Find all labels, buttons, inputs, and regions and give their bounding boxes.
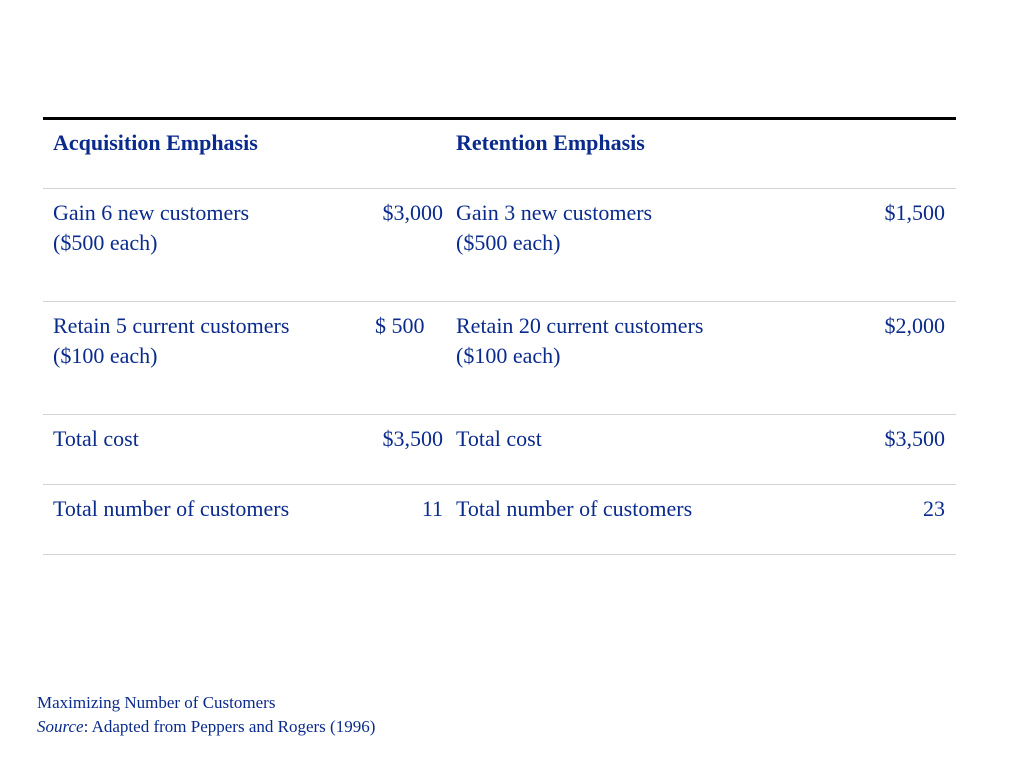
- row-value-right: $2,000: [845, 301, 956, 415]
- acquisition-header: Acquisition Emphasis: [53, 130, 258, 155]
- row-label-right: Gain 3 new customers ($500 each): [445, 188, 845, 302]
- table-row: Gain 6 new customers ($500 each) $3,000 …: [43, 188, 956, 302]
- row-label-line: Gain 3 new customers: [456, 200, 653, 225]
- source-text: : Adapted from Peppers and Rogers (1996): [83, 717, 376, 736]
- row-value-right: 23: [845, 484, 956, 555]
- row-label-line: ($100 each): [456, 343, 561, 368]
- row-label-left: Gain 6 new customers ($500 each): [43, 188, 353, 302]
- row-label-line: ($100 each): [53, 343, 158, 368]
- row-label-left: Total number of customers: [43, 484, 353, 555]
- row-label-line: Retain 5 current customers: [53, 313, 290, 338]
- comparison-table: Acquisition Emphasis Retention Emphasis …: [43, 117, 956, 555]
- table-row: Retain 5 current customers ($100 each) $…: [43, 301, 956, 415]
- row-label-line: Retain 20 current customers: [456, 313, 704, 338]
- row-label-right: Total cost: [445, 414, 845, 485]
- caption-title: Maximizing Number of Customers: [37, 693, 276, 712]
- row-label-line: ($500 each): [53, 230, 158, 255]
- table-row: Total number of customers 11 Total numbe…: [43, 484, 956, 555]
- row-value-right: $1,500: [845, 188, 956, 302]
- retention-header: Retention Emphasis: [456, 130, 645, 155]
- row-label-left: Total cost: [43, 414, 353, 485]
- row-label-line: ($500 each): [456, 230, 561, 255]
- row-value-left: $3,500: [353, 414, 445, 485]
- row-label-left: Retain 5 current customers ($100 each): [43, 301, 353, 415]
- row-value-left: $ 500: [353, 301, 445, 415]
- row-value-right: $3,500: [845, 414, 956, 485]
- source-label: Source: [37, 717, 84, 736]
- row-value-left: $3,000: [353, 188, 445, 302]
- row-value-left: 11: [353, 484, 445, 555]
- caption-source: Source: Adapted from Peppers and Rogers …: [37, 715, 375, 739]
- table-row: Total cost $3,500 Total cost $3,500: [43, 414, 956, 485]
- slide-caption: Maximizing Number of Customers Source: A…: [37, 691, 375, 739]
- table-header-row: Acquisition Emphasis Retention Emphasis: [43, 119, 956, 189]
- row-label-right: Total number of customers: [445, 484, 845, 555]
- row-label-right: Retain 20 current customers ($100 each): [445, 301, 845, 415]
- row-label-line: Gain 6 new customers: [53, 200, 250, 225]
